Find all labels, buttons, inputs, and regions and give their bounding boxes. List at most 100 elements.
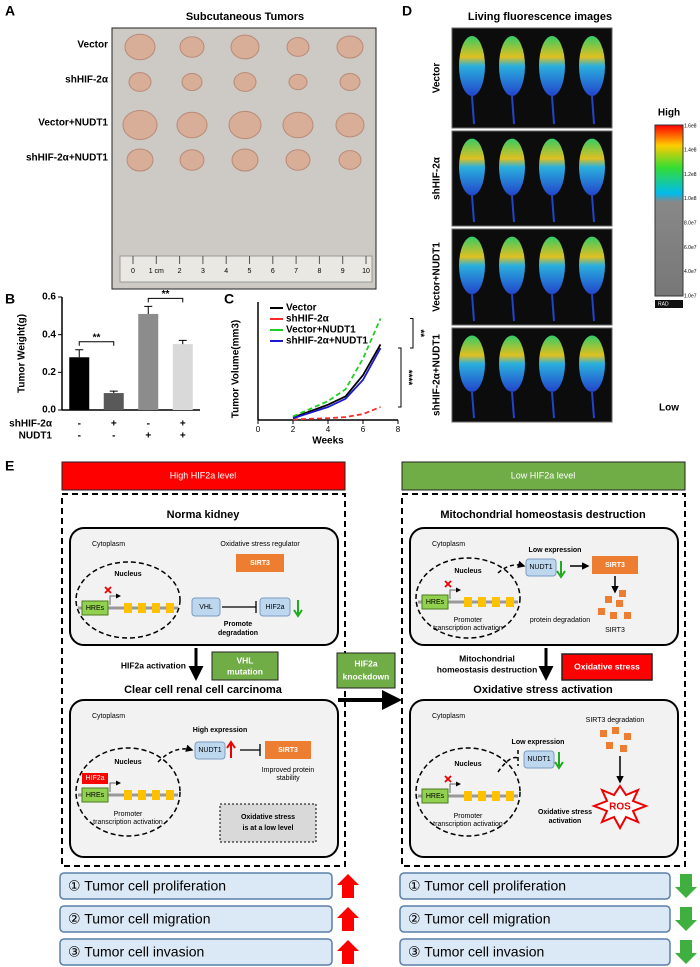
series-line <box>292 347 382 420</box>
cell-box: Cytoplasm Nucleus HREs VHL HIF2a Promote… <box>69 527 339 646</box>
label-box <box>211 651 279 681</box>
shape <box>592 556 638 574</box>
significance: **** <box>402 370 413 386</box>
bar <box>69 357 90 410</box>
shape <box>194 741 226 760</box>
box-title: Clear cell renal cell carcinoma <box>124 684 283 696</box>
ruler-label: 7 <box>294 268 298 275</box>
mouse <box>539 138 565 196</box>
box-title: Mitochondrial homeostasis destruction <box>440 509 646 521</box>
y-tick-label: 0.0 <box>42 405 56 416</box>
label: HREs <box>86 792 105 799</box>
scale-tick: 1.4e8 <box>684 148 697 154</box>
panel-label: A <box>5 3 15 19</box>
shape <box>226 740 236 758</box>
tumor <box>282 111 314 139</box>
scale-unit: RAD <box>658 301 669 307</box>
mouse-tail <box>471 294 475 322</box>
label: homeostasis destruction <box>437 664 538 674</box>
scale-tick: 1.6e8 <box>684 123 697 129</box>
mouse-tail <box>511 95 515 125</box>
label: Low expression <box>529 547 582 554</box>
bar <box>138 313 159 410</box>
ruler-label: 10 <box>362 268 370 275</box>
label: SIRT3 <box>278 747 298 754</box>
scale-low: Low <box>659 403 679 414</box>
y-axis-label: Tumor Weight(g) <box>17 314 28 393</box>
label: Cytoplasm <box>432 541 465 548</box>
shape <box>265 741 311 759</box>
cell-box: Cytoplasm Nucleus HREs Promoter transcri… <box>409 699 679 858</box>
bar <box>172 344 193 410</box>
shape <box>222 601 257 613</box>
scale-foot <box>655 300 683 308</box>
panel-d: D Living fluorescence images High Low RA… <box>402 3 684 414</box>
factor-name: shHIF-2α <box>9 419 53 430</box>
factor-level: - <box>112 431 115 442</box>
panel-title: Subcutaneous Tumors <box>186 11 304 23</box>
scale-tick: 1.2e8 <box>684 172 697 178</box>
mouse-tail <box>551 195 555 223</box>
scale-tick: 6.0e7 <box>684 245 697 251</box>
shape <box>612 727 619 734</box>
label: Promoter <box>454 617 483 624</box>
mouse-tail <box>511 195 515 223</box>
down-arrow <box>675 907 697 931</box>
ruler-label: 0 <box>131 268 135 275</box>
shape <box>497 560 526 574</box>
label: HIF2a <box>265 604 284 611</box>
ruler-label: 5 <box>248 268 252 275</box>
ruler-label: 2 <box>178 268 182 275</box>
label: activation <box>549 818 582 825</box>
label: Oxidative stress <box>538 809 592 816</box>
panel-label: D <box>402 3 412 19</box>
shape <box>556 561 566 579</box>
outcome-text: ③ Tumor cell invasion <box>408 944 544 960</box>
shape <box>525 558 557 577</box>
tumor <box>126 148 154 172</box>
mouse <box>579 335 605 392</box>
y-tick-label: 0.2 <box>42 367 56 378</box>
significance-bracket <box>147 297 184 303</box>
tumor <box>231 148 259 172</box>
shape <box>236 554 284 572</box>
tumor <box>128 72 152 92</box>
label: degradation <box>218 630 258 637</box>
error-bar <box>178 339 187 345</box>
mouse <box>499 335 525 392</box>
shape <box>624 733 631 740</box>
shape <box>610 612 617 619</box>
mouse <box>459 36 485 96</box>
label: SIRT3 degradation <box>586 717 645 724</box>
x-tick-label: 6 <box>361 425 366 434</box>
tumor <box>233 72 257 92</box>
panel-label: C <box>224 291 234 307</box>
error-bar <box>75 349 84 358</box>
significance-bracket <box>78 341 115 346</box>
shape <box>157 744 194 763</box>
outcome-box <box>399 905 671 933</box>
mouse <box>499 36 525 96</box>
significance: ** <box>414 329 425 337</box>
mouse-tail <box>511 391 515 419</box>
label: HREs <box>426 599 445 606</box>
mouse <box>579 236 605 295</box>
series-line <box>292 406 381 421</box>
shape <box>75 561 181 639</box>
label: Nucleus <box>454 761 481 768</box>
row-label: shHIF-2α+NUDT1 <box>26 153 108 164</box>
label: knockdown <box>343 671 390 681</box>
label: Oxidative stress <box>574 661 640 671</box>
outcome-box <box>399 872 671 900</box>
legend-label: Vector+NUDT1 <box>286 325 356 336</box>
shape <box>605 596 612 603</box>
significance-bracket <box>410 318 414 349</box>
mouse <box>539 236 565 295</box>
shape <box>75 747 181 837</box>
mouse-tail <box>591 391 595 419</box>
x-tick-label: 0 <box>256 425 261 434</box>
panel-label: B <box>5 291 15 307</box>
tumor <box>230 34 260 60</box>
label: Nucleus <box>114 571 141 578</box>
cell-box: Cytoplasm Nucleus HIF2a HREs Promoter tr… <box>69 699 339 858</box>
